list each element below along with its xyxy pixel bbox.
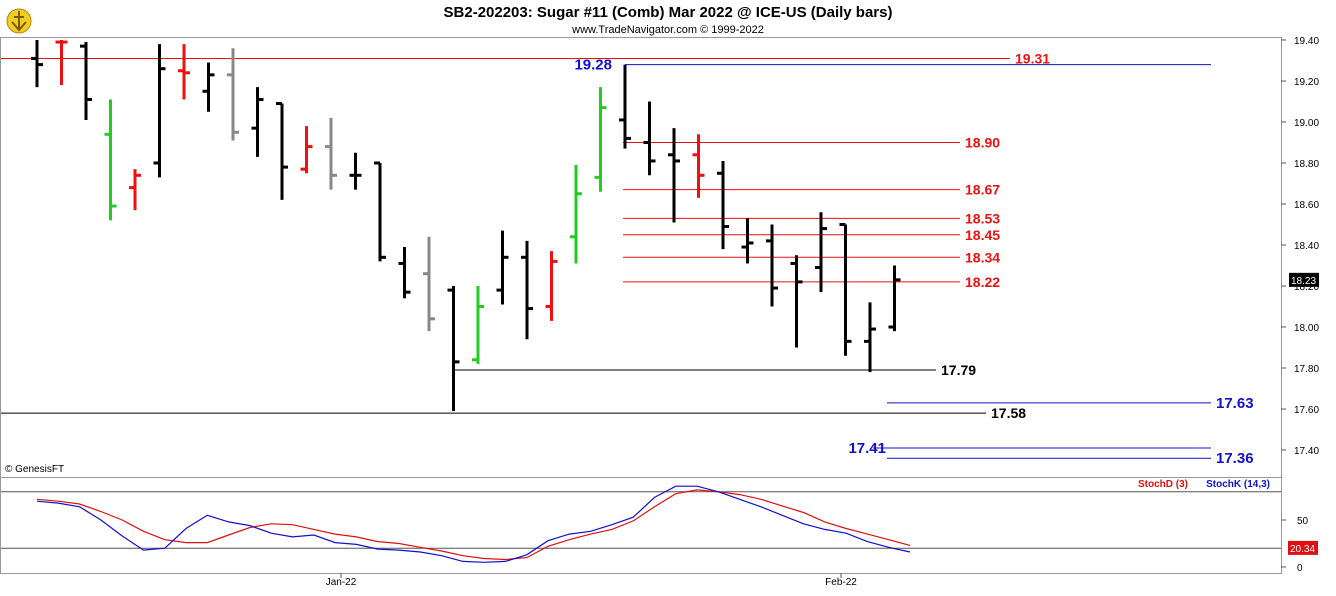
ohlc-bar <box>839 223 852 356</box>
level-label-red: 18.90 <box>965 135 1000 151</box>
logo-icon <box>6 8 32 34</box>
ohlc-bar <box>815 212 827 293</box>
stoch-tick-label: 0 <box>1297 563 1303 574</box>
ohlc-bar <box>545 251 558 321</box>
stoch-last-value-box <box>1288 540 1318 555</box>
ohlc-bar <box>251 87 264 157</box>
price-axis: 19.40 19.20 19.00 18.80 18.60 18.40 18.20 18.00… <box>1281 36 1319 457</box>
ohlc-bar <box>300 126 313 174</box>
ohlc-bar <box>888 265 901 332</box>
ohlc-bar <box>521 240 533 340</box>
chart-subtitle: www.TradeNavigator.com © 1999-2022 <box>571 24 764 36</box>
level-label-red: 18.45 <box>965 227 1000 243</box>
level-label-red: 19.31 <box>1015 50 1050 66</box>
y-tick-label: 19.40 <box>1294 36 1319 47</box>
ohlc-bar <box>349 152 362 190</box>
last-price-box <box>1289 272 1319 287</box>
y-tick-label: 17.80 <box>1294 364 1319 375</box>
ohlc-bar <box>766 224 778 307</box>
stochastic-panel: 50 0 StochD (3) StochK (14,3) 20.34 <box>1 479 1318 574</box>
ohlc-bar <box>447 286 460 412</box>
ohlc-bar <box>864 302 876 373</box>
price-bars <box>31 40 901 412</box>
y-tick-label: 19.20 <box>1294 77 1319 88</box>
legend-stoch-k: StochK (14,3) <box>1206 479 1270 490</box>
legend-stoch-d: StochD (3) <box>1138 479 1188 490</box>
y-tick-label: 18.80 <box>1294 159 1319 170</box>
stoch-line-d <box>36 489 911 561</box>
y-tick-label: 17.40 <box>1294 446 1319 457</box>
ohlc-bar <box>31 40 43 88</box>
level-label-red: 18.22 <box>965 274 1000 290</box>
chart-title: SB2-202203: Sugar #11 (Comb) Mar 2022 @ … <box>444 4 893 21</box>
ohlc-bar <box>472 286 484 364</box>
ohlc-bar <box>570 165 582 264</box>
level-label-red: 18.67 <box>965 182 1000 198</box>
ohlc-bar <box>325 117 337 190</box>
watermark: © GenesisFT <box>5 464 64 475</box>
level-label-blue: 17.63 <box>1216 395 1254 412</box>
ohlc-bar <box>227 48 239 141</box>
ohlc-bar <box>129 169 141 211</box>
y-tick-label: 19.00 <box>1294 118 1319 129</box>
ohlc-bar <box>55 40 68 86</box>
y-tick-label: 18.60 <box>1294 200 1319 211</box>
ohlc-bar <box>398 247 411 299</box>
level-label-blue: 17.36 <box>1216 450 1254 467</box>
stoch-tick-label: 50 <box>1297 516 1309 527</box>
y-tick-label: 17.60 <box>1294 405 1319 416</box>
ohlc-bar <box>374 161 386 262</box>
x-tick-label: Feb-22 <box>825 577 857 588</box>
ohlc-bar <box>790 255 803 348</box>
y-tick-label: 18.20 <box>1294 282 1319 293</box>
ohlc-bar <box>668 128 680 223</box>
level-label-red: 18.53 <box>965 210 1000 226</box>
level-label-blue: 19.28 <box>574 57 612 74</box>
ohlc-bar <box>619 64 631 149</box>
ohlc-bar <box>496 230 509 305</box>
ohlc-bar <box>594 87 607 192</box>
y-tick-label: 18.40 <box>1294 241 1319 252</box>
ohlc-bar <box>276 102 288 200</box>
ohlc-bar <box>741 218 754 264</box>
level-label-blue: 17.41 <box>848 440 886 457</box>
ohlc-bar <box>692 134 705 198</box>
ohlc-bar <box>423 236 435 332</box>
level-label-black: 17.79 <box>941 362 976 378</box>
ohlc-bar <box>153 44 166 178</box>
last-price-label: 18.23 <box>1291 276 1316 287</box>
ohlc-bar <box>202 62 215 112</box>
y-tick-label: 18.00 <box>1294 323 1319 334</box>
level-label-red: 18.34 <box>965 249 1000 265</box>
ohlc-bar <box>717 160 729 250</box>
stoch-line-k <box>36 485 911 563</box>
level-label-black: 17.58 <box>991 405 1026 421</box>
x-axis: Jan-22 Feb-22 <box>326 573 857 588</box>
x-tick-label: Jan-22 <box>326 577 357 588</box>
stoch-panel-frame <box>0 477 1282 574</box>
ohlc-bar <box>178 44 190 100</box>
ohlc-bar <box>80 42 92 120</box>
ohlc-bar <box>104 99 117 221</box>
ohlc-bar <box>643 101 656 176</box>
stoch-last-value: 20.34 <box>1290 544 1315 555</box>
